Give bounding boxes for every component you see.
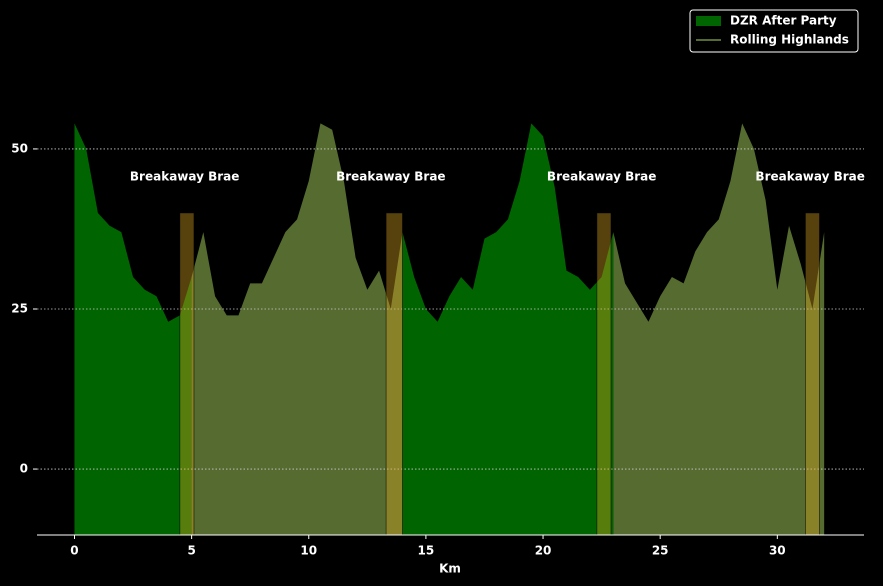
area: [74, 123, 614, 535]
x-tick-label: 10: [300, 544, 317, 558]
x-tick-label: 30: [769, 544, 786, 558]
legend-label: DZR After Party: [730, 14, 837, 28]
annotation-label: Breakaway Brae: [130, 169, 240, 183]
annotation-region: [385, 212, 403, 536]
legend-swatch: [696, 16, 721, 26]
x-tick-label: 15: [418, 544, 435, 558]
y-tick-label: 25: [11, 301, 28, 315]
annotation-region: [805, 212, 820, 536]
x-tick-label: 25: [652, 544, 669, 558]
y-tick-label: 50: [11, 141, 28, 155]
x-axis-label: Km: [439, 562, 461, 576]
area: [191, 123, 825, 535]
annotation-label: Breakaway Brae: [336, 169, 446, 183]
annotation-region: [179, 212, 195, 536]
x-tick-label: 5: [187, 544, 195, 558]
annotation-label: Breakaway Brae: [547, 169, 657, 183]
annotation-region: [596, 212, 612, 536]
x-tick-label: 0: [70, 544, 78, 558]
y-tick-label: 0: [20, 462, 28, 476]
x-tick-label: 20: [535, 544, 552, 558]
legend-label: Rolling Highlands: [730, 33, 849, 47]
annotation-label: Breakaway Brae: [755, 169, 865, 183]
legend-box: [689, 9, 859, 53]
legend: DZR After Party Rolling Highlands: [689, 9, 859, 53]
